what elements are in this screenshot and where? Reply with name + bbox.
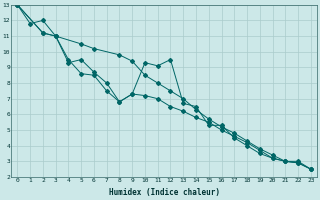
X-axis label: Humidex (Indice chaleur): Humidex (Indice chaleur) [108, 188, 220, 197]
